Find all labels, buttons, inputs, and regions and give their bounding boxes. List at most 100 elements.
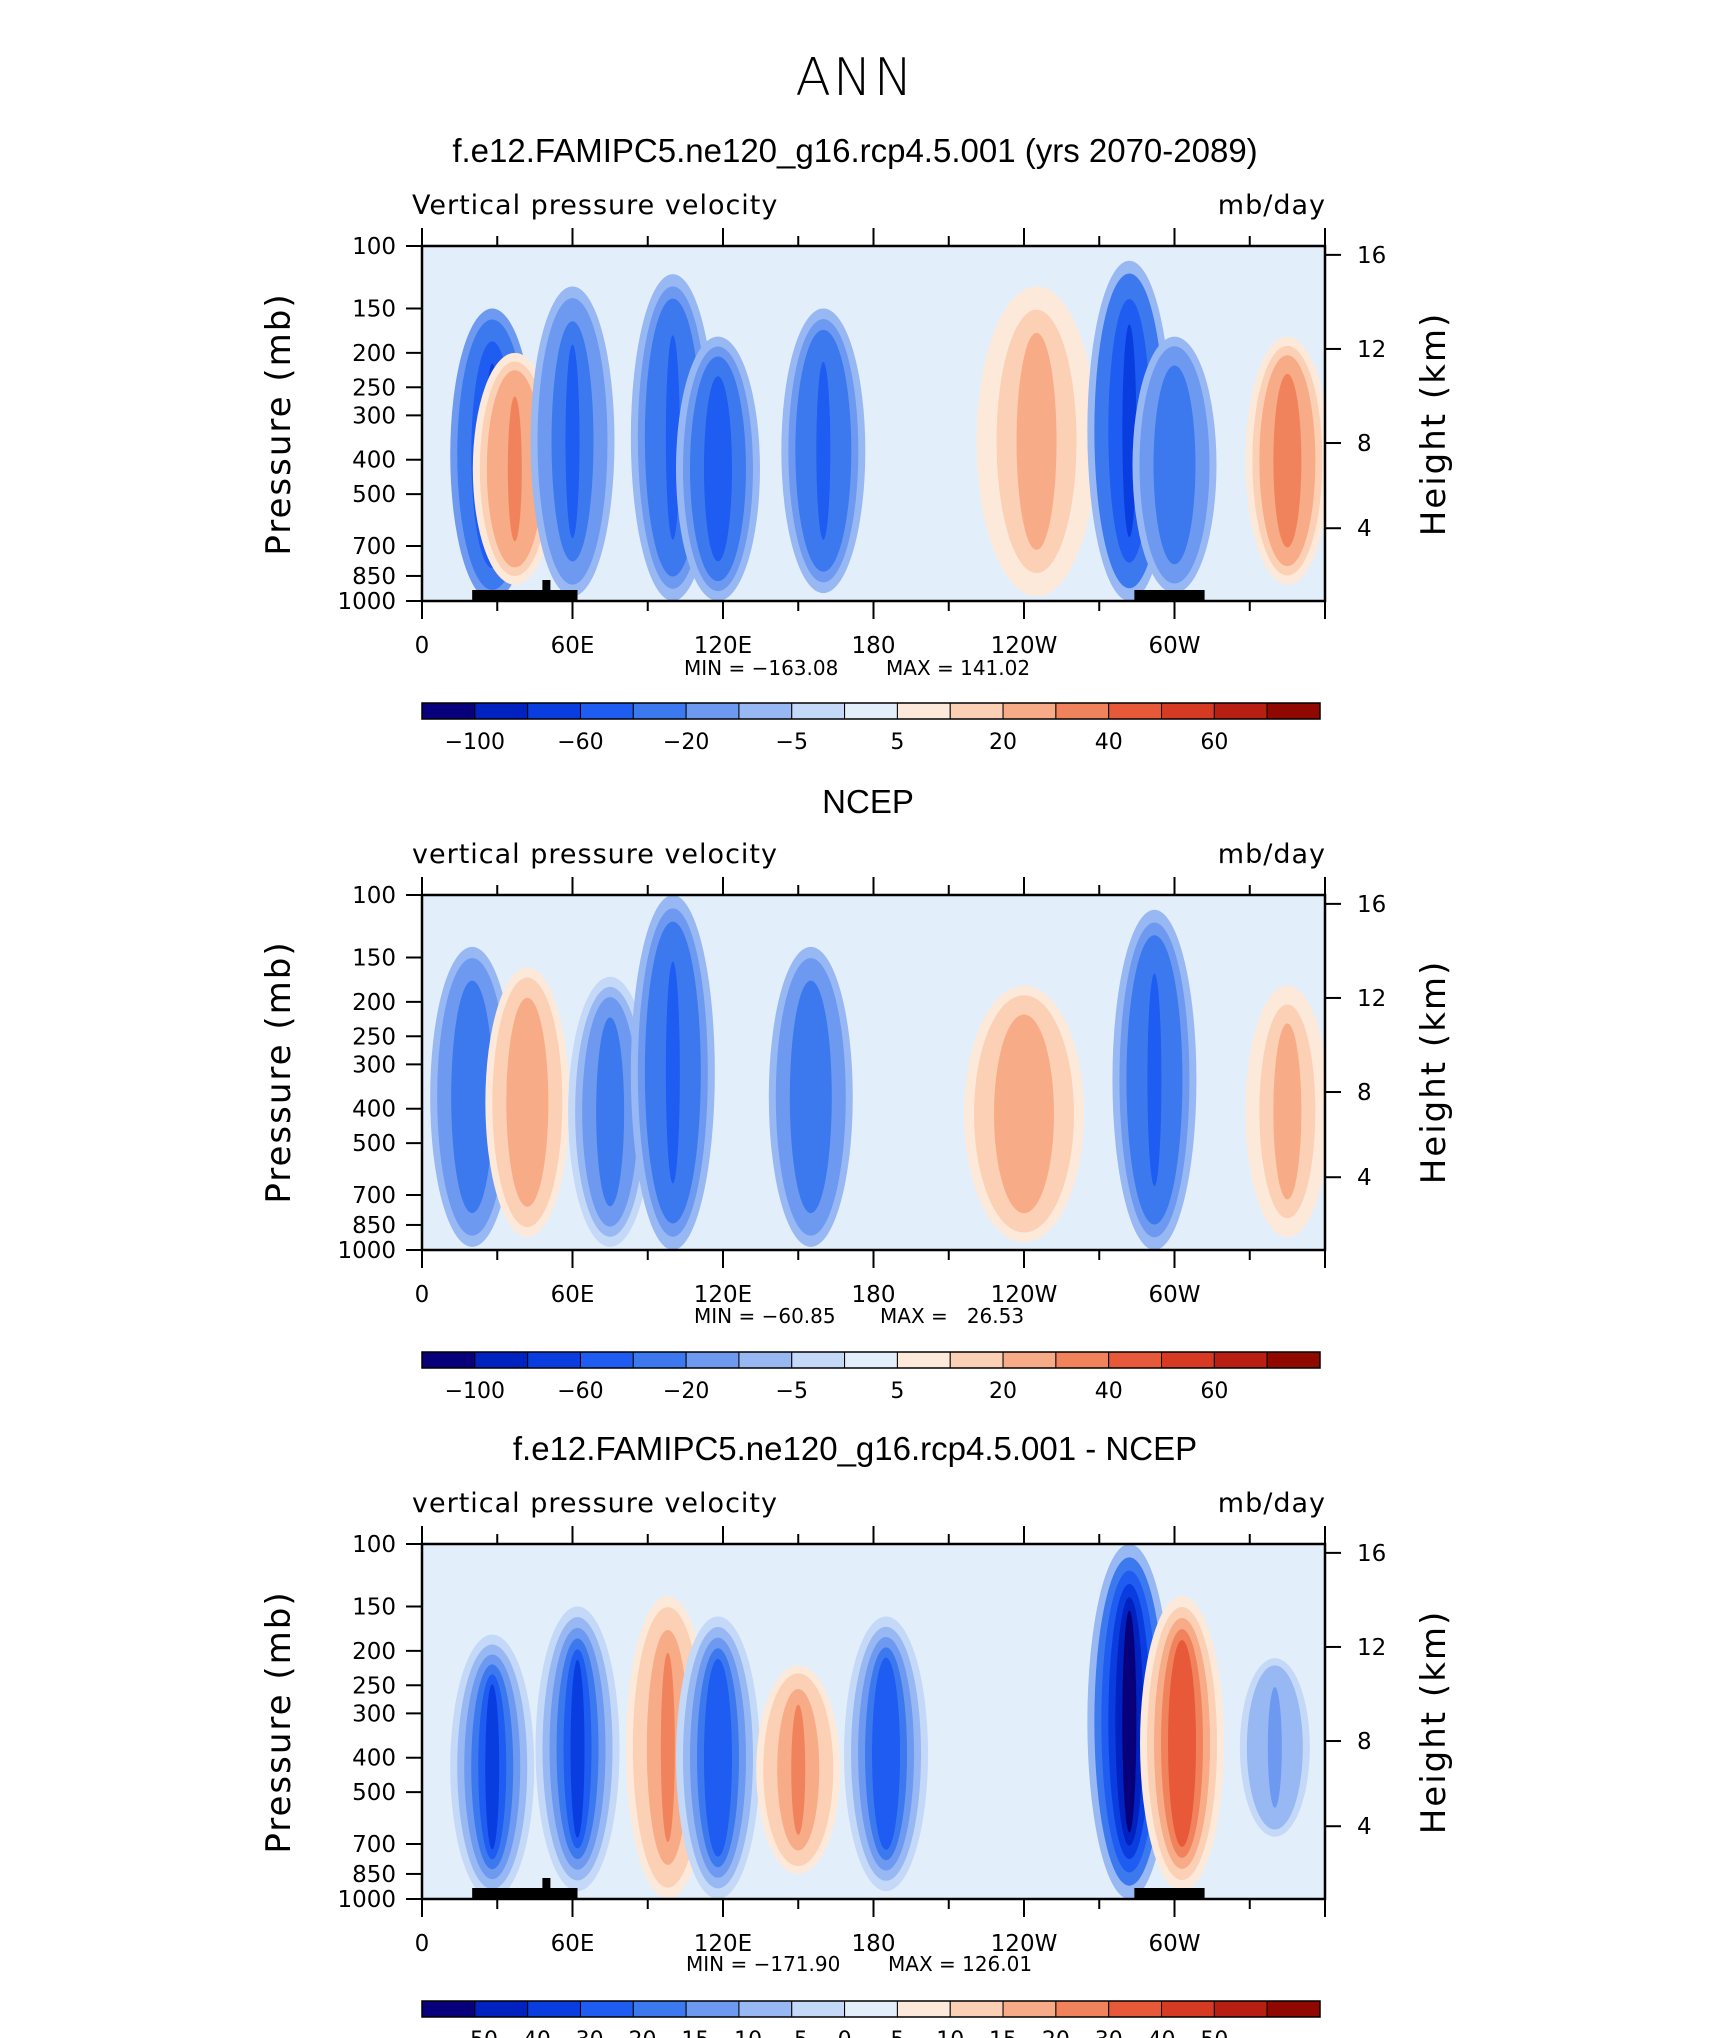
contour-level — [520, 1018, 535, 1187]
y-tick-label: 700 — [352, 534, 396, 560]
colorbar-swatch — [685, 702, 740, 720]
contour-blob — [1232, 1650, 1317, 1845]
topography-mask — [542, 580, 551, 590]
y-tick-label: 400 — [352, 448, 396, 474]
colorbar-swatch — [949, 1351, 1004, 1369]
y-tick-label: 150 — [352, 297, 396, 323]
colorbar-swatch — [1002, 2000, 1057, 2018]
y-right-tick-label: 8 — [1357, 1729, 1372, 1755]
y-tick-label: 150 — [352, 946, 396, 972]
colorbar-swatch — [1213, 2000, 1268, 2018]
colorbar-swatch — [1161, 702, 1215, 720]
colorbar-swatch — [579, 2000, 634, 2018]
colorbar-swatch — [844, 2000, 898, 2018]
colorbar-label: 60 — [1200, 1379, 1228, 1404]
x-tick-label: 180 — [852, 633, 896, 659]
y-tick-label: 300 — [352, 1701, 396, 1727]
contour-level — [879, 1667, 894, 1840]
colorbar-swatch — [1002, 702, 1057, 720]
contour-level — [485, 1684, 500, 1850]
colorbar-label: −20 — [663, 1379, 709, 1404]
contour-blob — [485, 967, 570, 1238]
y-tick-label: 1000 — [337, 1887, 396, 1913]
x-tick-label: 120W — [991, 633, 1058, 659]
colorbar-swatch — [1055, 2000, 1110, 2018]
y-tick-label: 300 — [352, 403, 396, 429]
y-right-tick-label: 4 — [1357, 516, 1372, 542]
y-right-tick-label: 12 — [1357, 986, 1386, 1012]
y-tick-label: 100 — [352, 1532, 396, 1558]
contour-blob — [1140, 1595, 1225, 1892]
contour-blob — [675, 1616, 760, 1899]
colorbar-swatch — [844, 1351, 898, 1369]
colorbar-swatch — [579, 702, 634, 720]
y-tick-label: 100 — [352, 883, 396, 909]
colorbar-label: 40 — [1095, 1379, 1123, 1404]
contour-level — [660, 1652, 675, 1843]
contour-level — [710, 1669, 725, 1847]
colorbar-swatch — [421, 702, 476, 720]
topography-mask — [542, 1878, 551, 1888]
contour-level — [507, 396, 522, 542]
colorbar-swatch — [949, 2000, 1004, 2018]
y-tick-label: 850 — [352, 1862, 396, 1888]
colorbar-swatch — [474, 702, 529, 720]
colorbar-label: −5 — [776, 1379, 808, 1404]
colorbar-swatch — [896, 1351, 951, 1369]
contour-blob — [535, 1606, 620, 1892]
y-tick-label: 400 — [352, 1097, 396, 1123]
x-tick-label: 120E — [694, 1282, 752, 1308]
colorbar-label: −60 — [557, 730, 603, 755]
colorbar-label: −40 — [504, 2028, 550, 2038]
colorbar-swatch — [949, 702, 1004, 720]
contour-level — [1280, 1032, 1295, 1190]
contour-level — [710, 386, 725, 552]
y-right-tick-label: 12 — [1357, 337, 1386, 363]
x-tick-label: 180 — [852, 1931, 896, 1957]
x-tick-label: 60W — [1148, 1931, 1200, 1957]
contour-level — [1267, 1687, 1282, 1808]
y-right-tick-label: 4 — [1357, 1814, 1372, 1840]
y-tick-label: 400 — [352, 1746, 396, 1772]
colorbar-label: 15 — [989, 2028, 1017, 2038]
colorbar-swatch — [1213, 1351, 1268, 1369]
contour-blob — [756, 1665, 841, 1874]
y-tick-label: 250 — [352, 1024, 396, 1050]
colorbar-swatch — [1108, 2000, 1163, 2018]
y-tick-label: 300 — [352, 1052, 396, 1078]
left-mask — [0, 1544, 422, 1899]
colorbar-label: −100 — [445, 730, 505, 755]
contour-level — [1175, 1651, 1190, 1836]
colorbar-swatch — [527, 702, 581, 720]
colorbar-swatch — [1266, 2000, 1321, 2018]
colorbar-swatch — [791, 1351, 846, 1369]
contour-level — [603, 1027, 618, 1197]
colorbar-label: −15 — [663, 2028, 709, 2038]
contour-level — [816, 361, 831, 540]
y-tick-label: 200 — [352, 1639, 396, 1665]
colorbar-swatch — [1266, 702, 1321, 720]
colorbar-swatch — [1161, 1351, 1215, 1369]
y-tick-label: 1000 — [337, 1238, 396, 1264]
right-mask — [1325, 246, 1710, 601]
colorbar-swatch — [791, 702, 846, 720]
y-tick-label: 100 — [352, 234, 396, 260]
contour-blob — [450, 1634, 535, 1900]
contour-level — [570, 1659, 585, 1838]
x-tick-label: 60E — [551, 633, 595, 659]
x-tick-label: 0 — [415, 633, 430, 659]
topography-mask — [1134, 1888, 1205, 1899]
y-tick-label: 150 — [352, 1595, 396, 1621]
colorbar-swatch — [527, 1351, 581, 1369]
colorbar-swatch — [1055, 702, 1110, 720]
y-tick-label: 1000 — [337, 589, 396, 615]
y-tick-label: 700 — [352, 1832, 396, 1858]
colorbar-label: −60 — [557, 1379, 603, 1404]
topography-mask — [472, 590, 578, 601]
y-tick-label: 250 — [352, 375, 396, 401]
colorbar-swatch — [632, 1351, 687, 1369]
